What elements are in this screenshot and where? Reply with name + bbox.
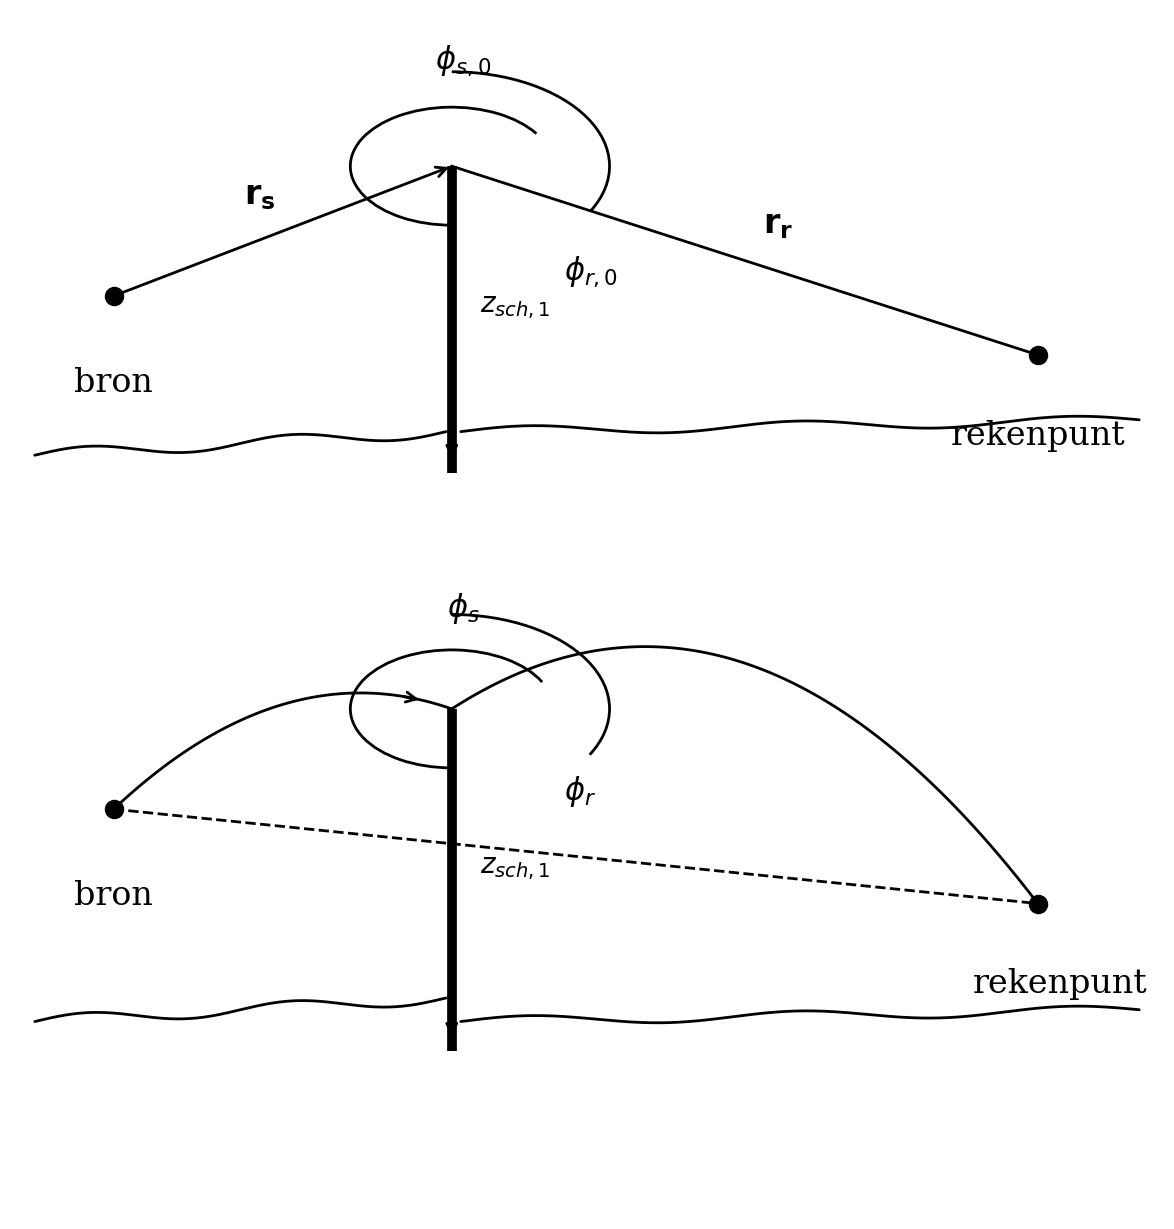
Text: bron: bron	[74, 366, 153, 398]
Text: bron: bron	[74, 880, 153, 912]
Text: $\phi_{r,0}$: $\phi_{r,0}$	[565, 256, 619, 290]
Text: $\mathbf{r_r}$: $\mathbf{r_r}$	[763, 209, 794, 241]
Text: $\phi_{s,0}$: $\phi_{s,0}$	[434, 43, 491, 77]
Text: $z_{sch,1}$: $z_{sch,1}$	[480, 294, 551, 321]
Text: rekenpunt: rekenpunt	[951, 420, 1125, 452]
Text: rekenpunt: rekenpunt	[973, 968, 1148, 1000]
Text: $\mathbf{r_s}$: $\mathbf{r_s}$	[244, 179, 276, 211]
Text: $\phi_r$: $\phi_r$	[565, 774, 596, 809]
Text: $z_{sch,1}$: $z_{sch,1}$	[480, 854, 551, 881]
Text: $\phi_s$: $\phi_s$	[446, 591, 479, 627]
